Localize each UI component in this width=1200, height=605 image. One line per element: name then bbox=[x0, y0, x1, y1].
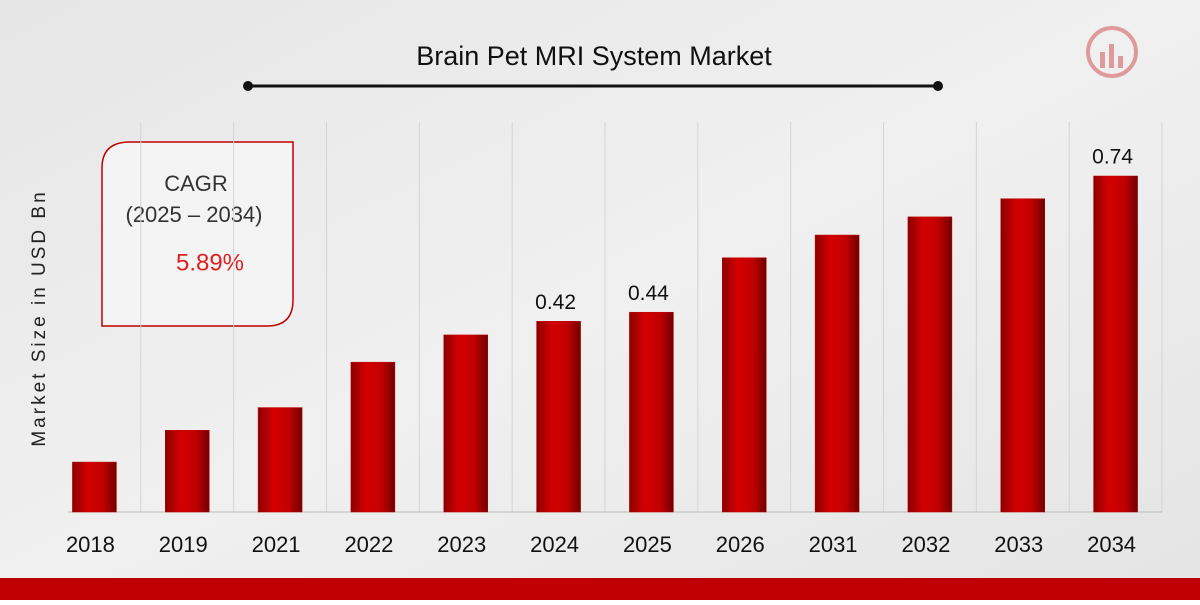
rule-dot bbox=[243, 81, 253, 91]
rule-dot bbox=[933, 81, 943, 91]
bar bbox=[257, 407, 303, 513]
bar bbox=[629, 311, 674, 513]
x-tick-label: 2032 bbox=[901, 532, 950, 557]
cagr-box bbox=[101, 141, 294, 327]
x-tick-label: 2026 bbox=[716, 532, 765, 557]
bar bbox=[350, 361, 396, 513]
logo bbox=[1086, 26, 1138, 78]
x-tick-label: 2019 bbox=[159, 532, 208, 557]
x-tick-label: 2033 bbox=[994, 532, 1043, 557]
y-axis-label: Market Size in USD Bn bbox=[29, 189, 50, 446]
x-tick-label: 2024 bbox=[530, 532, 579, 557]
bar bbox=[814, 234, 860, 513]
bar bbox=[165, 430, 210, 513]
bar bbox=[1000, 198, 1045, 513]
bar bbox=[536, 321, 581, 513]
bar bbox=[443, 334, 488, 513]
x-tick-label: 2018 bbox=[66, 532, 115, 557]
bar bbox=[722, 257, 767, 513]
footer-strip bbox=[0, 578, 1200, 600]
cagr-period: (2025 – 2034) bbox=[126, 202, 263, 227]
data-label: 0.74 bbox=[1092, 146, 1133, 169]
x-tick-label: 2022 bbox=[344, 532, 393, 557]
data-label: 0.42 bbox=[535, 291, 576, 314]
bar bbox=[907, 216, 953, 513]
x-tick-label: 2034 bbox=[1087, 532, 1136, 557]
cagr-value: 5.89% bbox=[176, 249, 244, 276]
chart-title: Brain Pet MRI System Market bbox=[416, 41, 772, 71]
x-tick-label: 2023 bbox=[437, 532, 486, 557]
x-tick-label: 2021 bbox=[252, 532, 301, 557]
cagr-title: CAGR bbox=[164, 171, 228, 196]
data-label: 0.44 bbox=[628, 282, 669, 305]
bar bbox=[72, 461, 117, 513]
bar bbox=[1093, 175, 1138, 513]
x-tick-label: 2031 bbox=[809, 532, 858, 557]
x-tick-label: 2025 bbox=[623, 532, 672, 557]
